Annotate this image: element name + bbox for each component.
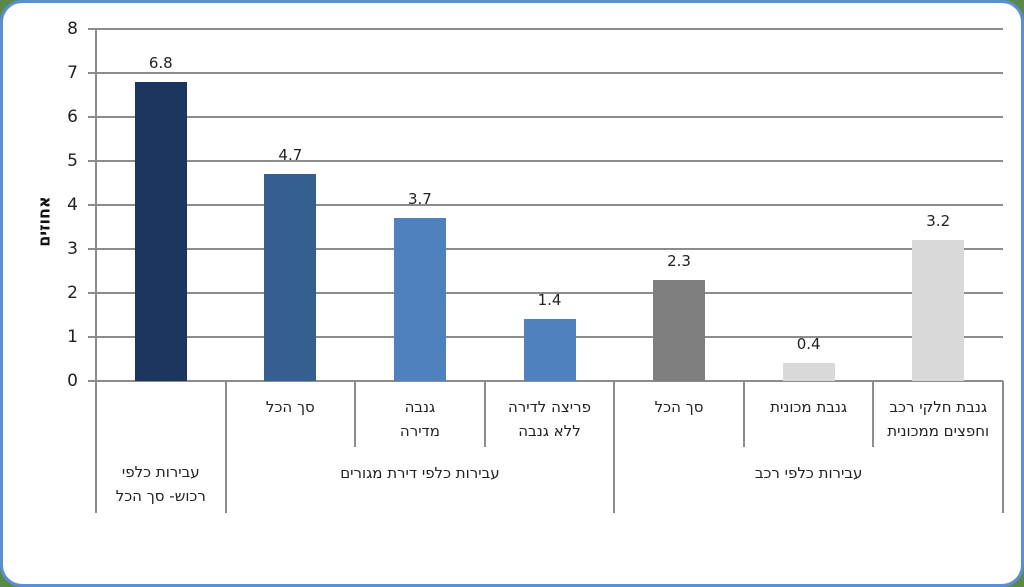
category-divider xyxy=(354,381,357,447)
y-tick-label: 8 xyxy=(67,19,78,39)
data-label: 4.7 xyxy=(278,146,303,165)
data-label: 3.7 xyxy=(407,190,432,209)
subcategory-label: גנבת מכונית xyxy=(744,395,874,419)
category-divider xyxy=(95,381,97,513)
subcategory-label: גנבת חלקי רכב וחפצים ממכונית xyxy=(873,395,1003,443)
subcategory-line: גנבה xyxy=(404,398,436,416)
group-label: עבירות כלפי רכב xyxy=(614,461,1003,485)
y-tick-label: 7 xyxy=(67,63,78,83)
gridline xyxy=(88,248,1003,250)
data-label: 1.4 xyxy=(537,291,562,310)
category-divider xyxy=(1002,381,1004,513)
category-divider xyxy=(224,381,227,513)
gridline xyxy=(88,116,1003,118)
group-line: עבירות כלפי דירת מגורים xyxy=(340,464,500,482)
category-divider xyxy=(742,381,745,447)
subcategory-line: גנבת חלקי רכב xyxy=(889,398,988,416)
subcategory-line: סך הכל xyxy=(654,398,704,416)
y-tick-label: 5 xyxy=(67,151,78,171)
group-label: עבירות כלפי דירת מגורים xyxy=(226,461,615,485)
subcategory-label: סך הכל xyxy=(614,395,744,419)
bar-6 xyxy=(912,240,965,381)
y-tick-label: 3 xyxy=(67,239,78,259)
gridline xyxy=(88,380,1003,382)
subcategory-label: גנבה מדירה xyxy=(355,395,485,443)
data-label: 3.2 xyxy=(926,212,951,231)
bar-3 xyxy=(523,319,576,381)
y-tick-label: 1 xyxy=(67,327,78,347)
subcategory-line: גנבת מכונית xyxy=(770,398,848,416)
subcategory-line: פריצה לדירה xyxy=(507,398,591,416)
y-axis-line xyxy=(95,29,97,391)
subcategory-label: פריצה לדירה ללא גנבה xyxy=(485,395,615,443)
data-label: 0.4 xyxy=(796,335,821,354)
group-line: עבירות כלפי רכב xyxy=(754,464,863,482)
category-divider xyxy=(483,381,486,447)
bar-2 xyxy=(393,218,446,381)
group-line: עבירות כלפי xyxy=(121,463,200,481)
data-label: 6.8 xyxy=(148,53,173,72)
subcategory-line: ללא גנבה xyxy=(518,422,581,440)
bar-0 xyxy=(134,81,187,381)
gridline xyxy=(88,72,1003,74)
y-tick-label: 0 xyxy=(67,371,78,391)
data-label: 2.3 xyxy=(667,251,691,270)
y-tick-label: 4 xyxy=(67,195,78,215)
y-tick-label: 2 xyxy=(67,283,78,303)
bar-1 xyxy=(264,174,317,381)
gridline xyxy=(88,28,1003,30)
category-divider xyxy=(872,381,875,447)
group-line: רכוש- סך הכל xyxy=(115,487,206,505)
bar-5 xyxy=(782,363,835,381)
subcategory-line: סך הכל xyxy=(265,398,315,416)
bar-4 xyxy=(653,279,706,381)
group-label: עבירות כלפי רכוש- סך הכל xyxy=(96,460,226,508)
gridline xyxy=(88,160,1003,162)
category-divider xyxy=(613,381,616,513)
subcategory-label: סך הכל xyxy=(226,395,356,419)
gridline xyxy=(88,292,1003,294)
subcategory-line: מדירה xyxy=(399,422,440,440)
gridline xyxy=(88,204,1003,206)
y-tick-label: 6 xyxy=(67,107,78,127)
y-axis-title: אחוזים xyxy=(34,196,54,247)
subcategory-line: וחפצים ממכונית xyxy=(887,422,990,440)
